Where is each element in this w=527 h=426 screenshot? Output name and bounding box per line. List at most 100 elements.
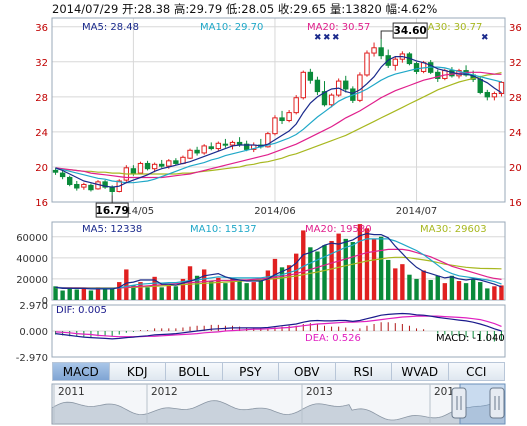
volume-bar bbox=[386, 259, 391, 300]
volume-bar bbox=[53, 286, 58, 300]
event-marker-icon: ✖ bbox=[323, 33, 331, 43]
volume-bar bbox=[166, 285, 171, 300]
volume-bar bbox=[237, 281, 242, 300]
macd-y-tick: 2.970 bbox=[19, 301, 48, 312]
event-marker-icon: ✖ bbox=[314, 33, 322, 43]
candle-body bbox=[144, 162, 151, 170]
tab-macd[interactable]: MACD bbox=[52, 362, 110, 381]
volume-label: 量: bbox=[329, 2, 346, 16]
price-y-tick-left: 36 bbox=[35, 23, 48, 34]
price-y-tick-right: 16 bbox=[509, 198, 522, 209]
volume-bar bbox=[463, 283, 469, 300]
price-ma5-line bbox=[55, 56, 502, 188]
volume-bar bbox=[315, 251, 320, 300]
volume-bar bbox=[499, 285, 504, 300]
volume-bar bbox=[279, 267, 285, 300]
volume-bar bbox=[272, 258, 278, 300]
candle-body bbox=[81, 183, 87, 188]
tab-cci[interactable]: CCI bbox=[448, 362, 505, 381]
candle-body bbox=[88, 184, 94, 191]
candle-body bbox=[229, 141, 236, 146]
navigator-panel[interactable]: 2011 2012 2013 201 bbox=[51, 383, 506, 425]
tab-boll[interactable]: BOLL bbox=[166, 362, 223, 381]
volume-bar bbox=[88, 290, 94, 300]
volume-y-tick: 0 bbox=[42, 296, 48, 307]
volume-bar bbox=[194, 275, 200, 300]
open-value: 28.38 bbox=[137, 2, 171, 16]
volume-bar bbox=[478, 282, 483, 300]
navigator-year-label: 201 bbox=[434, 386, 454, 398]
volume-bar bbox=[201, 269, 207, 300]
candle-body bbox=[201, 145, 207, 154]
macd-legend-dif: DIF: 0.005 bbox=[56, 305, 107, 316]
candle-body bbox=[272, 117, 278, 135]
volume-bar bbox=[258, 279, 263, 300]
volume-bar bbox=[414, 278, 419, 300]
volume-bar bbox=[485, 288, 490, 300]
volume-bar bbox=[74, 289, 79, 300]
candle-body bbox=[293, 97, 299, 114]
volume-legend-ma5: MA5: 12338 bbox=[82, 224, 142, 235]
volume-bar bbox=[216, 277, 221, 300]
price-y-tick-left: 28 bbox=[35, 93, 48, 104]
volume-bar bbox=[350, 242, 356, 300]
candle-body bbox=[159, 163, 165, 167]
volume-bar bbox=[407, 274, 412, 300]
volume-legend-ma30: MA30: 29603 bbox=[420, 224, 487, 235]
candle-body bbox=[477, 78, 483, 93]
high-value: 29.79 bbox=[189, 2, 223, 16]
candle-body bbox=[59, 172, 66, 178]
navigator-year-label: 2013 bbox=[306, 386, 333, 398]
indicator-tabs: MACD KDJ BOLL PSY OBV RSI WVAD CCI bbox=[52, 362, 505, 381]
volume-bar bbox=[95, 287, 101, 300]
price-y-tick-left: 32 bbox=[35, 58, 48, 69]
volume-bar bbox=[67, 287, 72, 300]
volume-bar bbox=[244, 283, 249, 300]
event-marker-icon: ✖ bbox=[332, 33, 340, 43]
macd-legend-dea: DEA: 0.526 bbox=[305, 333, 361, 344]
tab-wvad[interactable]: WVAD bbox=[392, 362, 449, 381]
tab-obv[interactable]: OBV bbox=[279, 362, 336, 381]
event-marker-icon: ✖ bbox=[481, 33, 489, 43]
candle-body bbox=[109, 186, 115, 192]
volume-bar bbox=[180, 278, 186, 300]
tab-kdj[interactable]: KDJ bbox=[109, 362, 166, 381]
volume-bar bbox=[265, 270, 271, 300]
volume-legend-ma10: MA10: 15137 bbox=[190, 224, 257, 235]
volume-ma20-line bbox=[55, 248, 502, 289]
tab-psy[interactable]: PSY bbox=[222, 362, 279, 381]
volume-bar bbox=[152, 276, 157, 300]
navigator-right-handle[interactable] bbox=[489, 387, 505, 419]
candle-body bbox=[378, 47, 384, 57]
min-label-box bbox=[95, 202, 129, 218]
candle-body bbox=[484, 91, 490, 98]
max-label-box bbox=[392, 22, 428, 39]
candle-body bbox=[194, 149, 200, 154]
candle-body bbox=[236, 141, 243, 145]
price-y-tick-right: 24 bbox=[509, 128, 522, 139]
price-x-tick: 2014/07 bbox=[396, 206, 438, 217]
low-label: 低: bbox=[225, 2, 242, 16]
close-value: 29.65 bbox=[293, 2, 327, 16]
price-y-tick-right: 20 bbox=[509, 163, 522, 174]
dif-line bbox=[55, 312, 502, 340]
candle-body bbox=[74, 183, 80, 189]
candle-body bbox=[357, 74, 363, 101]
candle-body bbox=[498, 81, 505, 95]
candle-body bbox=[52, 169, 59, 173]
candle-body bbox=[286, 112, 292, 122]
volume-bar bbox=[329, 240, 334, 300]
price-ma10-line bbox=[55, 66, 502, 184]
volume-bar bbox=[60, 290, 65, 300]
volume-bar bbox=[102, 289, 108, 300]
price-ma30-line bbox=[55, 72, 502, 175]
tab-rsi[interactable]: RSI bbox=[335, 362, 392, 381]
volume-ma5-line bbox=[55, 232, 502, 290]
navigator-left-handle[interactable] bbox=[451, 387, 467, 419]
volume-bar bbox=[209, 281, 214, 300]
candle-body bbox=[173, 160, 179, 164]
price-y-tick-right: 28 bbox=[509, 93, 522, 104]
price-y-tick-right: 32 bbox=[509, 58, 522, 69]
volume-bar bbox=[378, 236, 384, 300]
volume-bar bbox=[449, 275, 455, 300]
